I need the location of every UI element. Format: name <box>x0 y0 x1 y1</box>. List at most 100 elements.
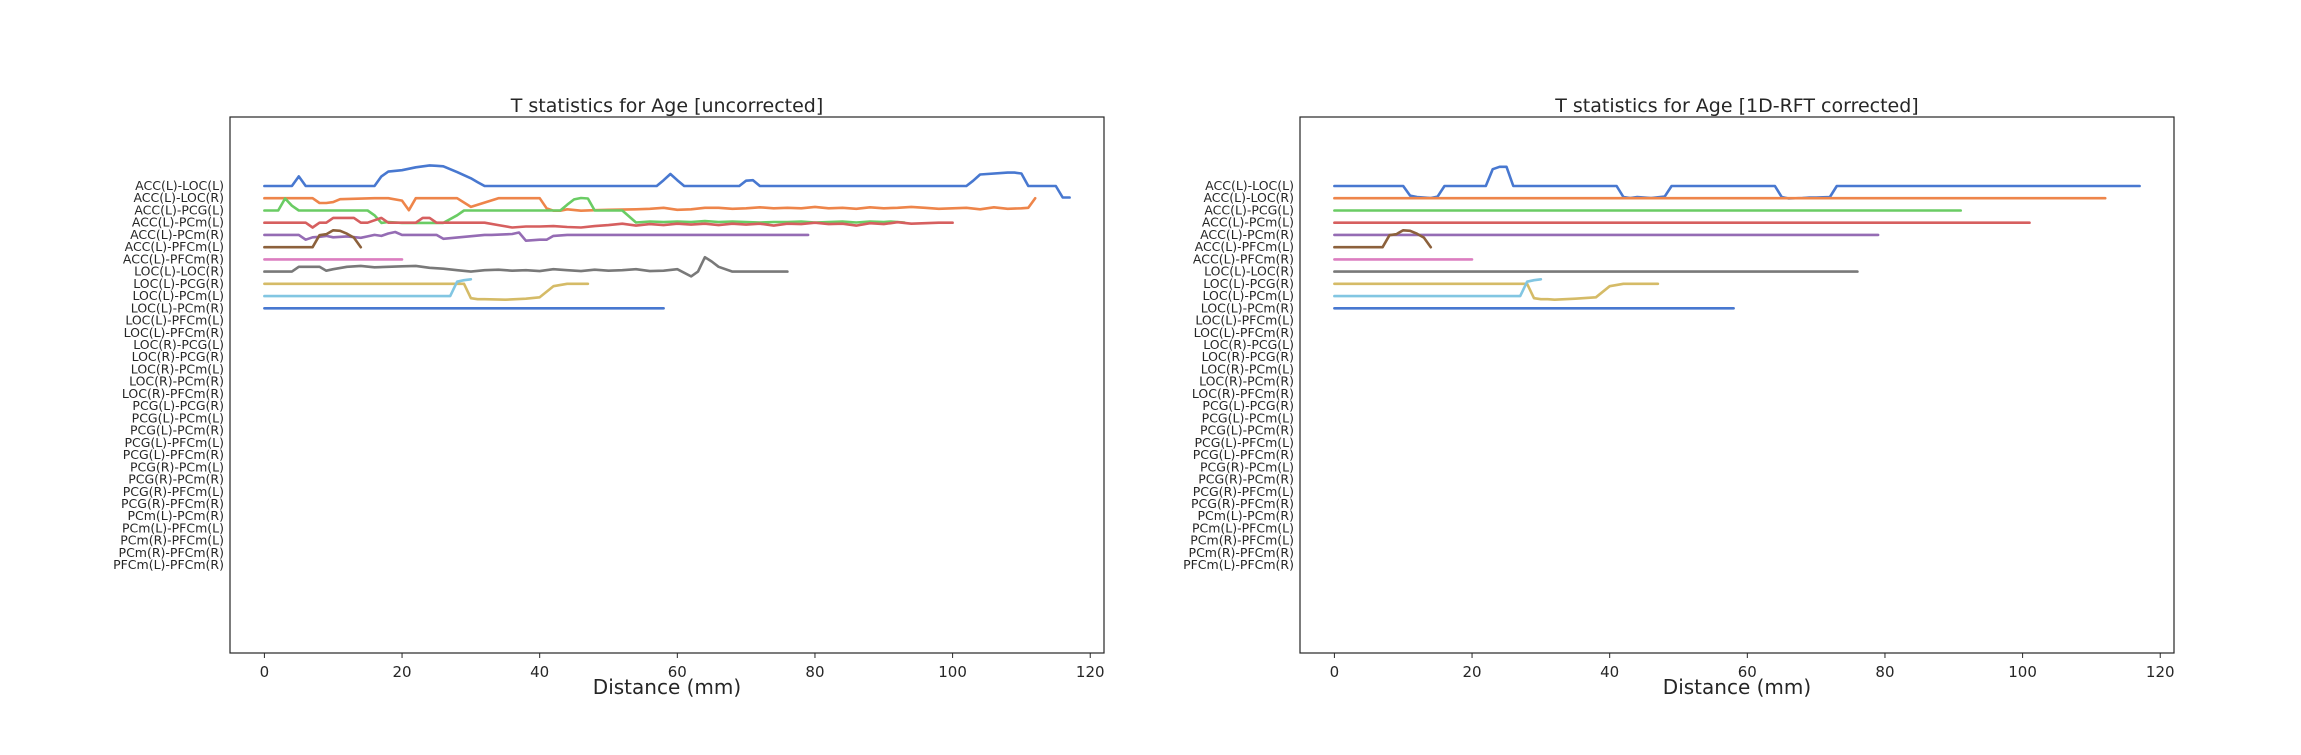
chart-title: T statistics for Age [1D-RFT corrected] <box>1554 95 1918 117</box>
y-tick-label: LOC(L)-PCG(R) <box>1203 276 1294 291</box>
x-axis-ticks: 0 20 40 60 80 100 120 <box>1330 653 2175 681</box>
y-tick-label: LOC(L)-PCm(R) <box>131 300 224 315</box>
plot-area-frame <box>229 116 1105 654</box>
chart-title: T statistics for Age [uncorrected] <box>510 95 824 117</box>
series-line-9 <box>263 282 590 302</box>
y-tick-label: ACC(L)-PCm(R) <box>1200 227 1294 242</box>
y-tick-label: PCG(L)-PCm(R) <box>1200 423 1294 438</box>
series-line-6 <box>263 229 363 249</box>
y-tick-label: PCG(L)-PCG(R) <box>1202 398 1294 413</box>
y-tick-label: LOC(R)-PCm(R) <box>129 374 224 389</box>
y-tick-label: PCG(L)-PCm(L) <box>1202 410 1294 425</box>
y-tick-label: PCm(R)-PFCm(L) <box>120 533 224 548</box>
y-tick-label: PCG(R)-PCm(L) <box>1200 459 1294 474</box>
y-tick-label: LOC(R)-PFCm(R) <box>122 386 224 401</box>
y-axis-ticks: ACC(L)-LOC(L)ACC(L)-LOC(R)ACC(L)-PCG(L) A… <box>113 178 224 572</box>
y-tick-label: PCG(L)-PCG(R) <box>132 398 224 413</box>
y-tick-label: PFCm(L)-PFCm(R) <box>113 557 224 572</box>
y-tick-label: LOC(L)-PCm(R) <box>1201 300 1294 315</box>
y-tick-label: LOC(L)-PFCm(L) <box>125 313 224 328</box>
y-tick-label: ACC(L)-PFCm(R) <box>1193 251 1294 266</box>
y-tick-label: LOC(L)-PFCm(L) <box>1195 313 1294 328</box>
y-tick-label: ACC(L)-LOC(R) <box>1203 190 1294 205</box>
y-tick-label: LOC(R)-PCm(L) <box>131 361 224 376</box>
chart-panel-rft-corrected: T statistics for Age [1D-RFT corrected] … <box>1183 95 2175 699</box>
series-lines <box>263 164 1071 310</box>
series-line-5 <box>263 230 810 242</box>
x-tick-label: 60 <box>668 663 687 681</box>
y-tick-label: PCG(R)-PFCm(R) <box>121 496 224 511</box>
y-tick-label: LOC(R)-PFCm(R) <box>1192 386 1294 401</box>
x-tick-label: 60 <box>1738 663 1757 681</box>
chart-panel-uncorrected: T statistics for Age [uncorrected] Dista… <box>113 95 1105 699</box>
y-tick-label: PCm(L)-PCm(R) <box>1197 508 1294 523</box>
y-tick-label: ACC(L)-PCm(R) <box>130 227 224 242</box>
y-tick-label: LOC(R)-PCG(R) <box>1202 349 1294 364</box>
x-tick-label: 0 <box>260 663 270 681</box>
series-line-4 <box>263 216 954 229</box>
y-tick-label: PCG(L)-PFCm(L) <box>1194 435 1294 450</box>
plot-area-frame <box>1299 116 2175 654</box>
y-tick-label: LOC(R)-PCm(L) <box>1201 361 1294 376</box>
y-tick-label: LOC(L)-PFCm(R) <box>1194 325 1294 340</box>
y-tick-label: PCm(R)-PFCm(R) <box>119 545 224 560</box>
series-line-10 <box>263 277 473 298</box>
y-tick-label: ACC(L)-PFCm(R) <box>123 251 224 266</box>
y-tick-label: PCm(R)-PFCm(R) <box>1189 545 1294 560</box>
series-line-8 <box>263 255 789 278</box>
series-lines <box>1333 165 2141 310</box>
y-tick-label: ACC(L)-PCm(L) <box>1202 215 1294 230</box>
y-tick-label: LOC(L)-PCm(L) <box>133 288 224 303</box>
y-tick-label: PCG(L)-PFCm(L) <box>124 435 224 450</box>
y-tick-label: ACC(L)-LOC(L) <box>135 178 224 193</box>
y-tick-label: ACC(L)-PFCm(L) <box>1195 239 1294 254</box>
y-tick-label: PCG(L)-PCm(L) <box>132 410 224 425</box>
y-tick-label: PCG(L)-PCm(R) <box>130 423 224 438</box>
x-tick-label: 100 <box>2008 663 2037 681</box>
series-line-9 <box>1333 282 1660 302</box>
y-tick-label: LOC(L)-LOC(R) <box>134 264 224 279</box>
x-tick-label: 20 <box>1463 663 1482 681</box>
y-tick-label: ACC(L)-PCG(L) <box>134 202 224 217</box>
y-tick-label: PCG(L)-PFCm(R) <box>1193 447 1294 462</box>
y-tick-label: ACC(L)-PCG(L) <box>1204 202 1294 217</box>
y-tick-label: LOC(R)-PCG(L) <box>1203 337 1294 352</box>
y-tick-label: LOC(R)-PCG(R) <box>132 349 224 364</box>
y-tick-label: PCm(L)-PFCm(L) <box>1192 520 1294 535</box>
y-tick-label: PCG(R)-PCm(R) <box>128 472 224 487</box>
x-axis-label: Distance (mm) <box>593 675 741 699</box>
y-tick-label: PCm(L)-PCm(R) <box>127 508 224 523</box>
series-line-1 <box>263 164 1071 199</box>
y-tick-label: PCG(R)-PFCm(L) <box>1193 484 1294 499</box>
x-tick-label: 80 <box>805 663 824 681</box>
x-tick-label: 120 <box>1076 663 1105 681</box>
x-tick-label: 20 <box>393 663 412 681</box>
x-tick-label: 120 <box>2146 663 2175 681</box>
y-tick-label: LOC(L)-LOC(R) <box>1204 264 1294 279</box>
y-tick-label: ACC(L)-LOC(L) <box>1205 178 1294 193</box>
y-tick-label: PCG(R)-PFCm(R) <box>1191 496 1294 511</box>
y-tick-label: PCG(R)-PCm(L) <box>130 459 224 474</box>
x-axis-ticks: 0 20 40 60 80 100 120 <box>260 653 1105 681</box>
y-tick-label: PCm(L)-PFCm(L) <box>122 520 224 535</box>
x-tick-label: 100 <box>938 663 967 681</box>
series-line-6 <box>1333 229 1433 249</box>
y-tick-label: ACC(L)-PFCm(L) <box>125 239 224 254</box>
y-tick-label: LOC(L)-PCG(R) <box>133 276 224 291</box>
y-tick-label: PFCm(L)-PFCm(R) <box>1183 557 1294 572</box>
x-tick-label: 0 <box>1330 663 1340 681</box>
x-axis-label: Distance (mm) <box>1663 675 1811 699</box>
y-tick-label: PCG(R)-PCm(R) <box>1198 472 1294 487</box>
y-tick-label: ACC(L)-LOC(R) <box>133 190 224 205</box>
y-tick-label: PCG(L)-PFCm(R) <box>123 447 224 462</box>
x-tick-label: 40 <box>1600 663 1619 681</box>
x-tick-label: 40 <box>530 663 549 681</box>
series-line-2 <box>263 196 1037 212</box>
y-tick-label: LOC(L)-PCm(L) <box>1203 288 1294 303</box>
y-axis-ticks: ACC(L)-LOC(L)ACC(L)-LOC(R)ACC(L)-PCG(L)A… <box>1183 178 1294 572</box>
x-tick-label: 80 <box>1875 663 1894 681</box>
y-tick-label: LOC(L)-PFCm(R) <box>124 325 224 340</box>
y-tick-label: LOC(R)-PCm(R) <box>1199 374 1294 389</box>
